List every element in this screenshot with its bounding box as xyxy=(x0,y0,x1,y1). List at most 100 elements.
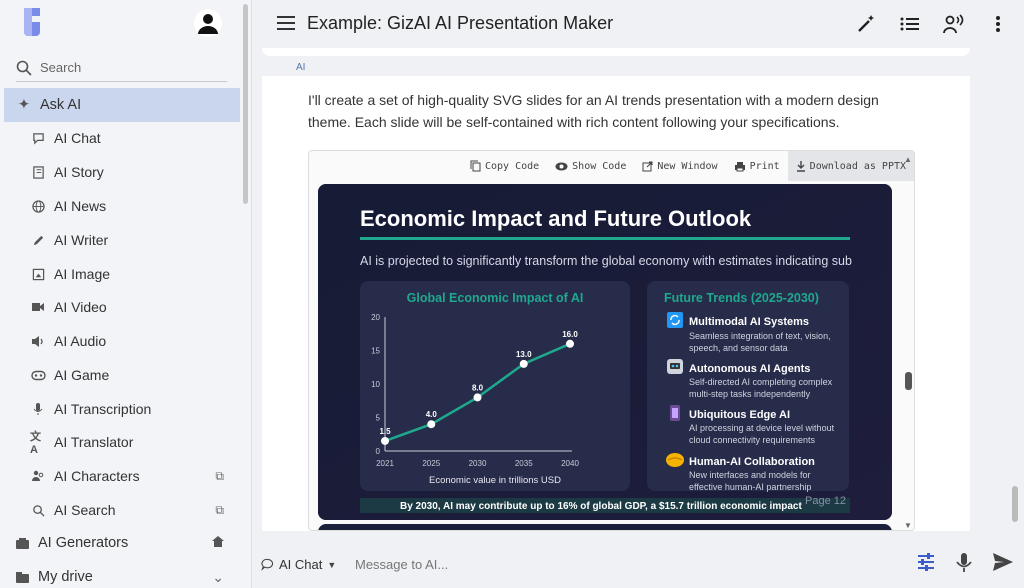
y-tick-label: 20 xyxy=(371,313,380,322)
model-selector-label: AI Chat xyxy=(279,557,323,572)
model-selector[interactable]: AI Chat ▼ xyxy=(261,557,336,572)
y-tick-label: 0 xyxy=(376,447,381,456)
scroll-up-arrow-icon[interactable]: ▲ xyxy=(904,155,912,164)
x-tick-labels: 2021 2025 2030 2035 2040 xyxy=(376,459,579,468)
sidebar-item-ai-transcription[interactable]: AI Transcription xyxy=(0,392,240,426)
voice-chat-icon[interactable] xyxy=(942,12,966,36)
message-input[interactable]: Message to AI... xyxy=(355,557,449,572)
svg-viewer: Copy Code Show Code New Window Print Dow… xyxy=(308,150,915,531)
sidebar-item-ai-game[interactable]: AI Game xyxy=(0,358,240,392)
user-avatar[interactable] xyxy=(194,9,222,37)
data-label: 4.0 xyxy=(426,410,438,419)
more-vert-icon[interactable] xyxy=(986,12,1010,36)
print-button[interactable]: Print xyxy=(726,151,788,181)
microphone-icon[interactable] xyxy=(954,552,974,579)
print-icon xyxy=(734,161,745,171)
magic-wand-icon[interactable] xyxy=(854,12,878,36)
trend-item-agents: Autonomous AI Agents Self-directed AI co… xyxy=(667,359,833,399)
list-icon[interactable] xyxy=(898,12,922,36)
home-icon[interactable] xyxy=(212,536,224,550)
drive-icon xyxy=(14,569,30,585)
trend-desc: Seamless integration of text, vision, xyxy=(689,331,831,341)
trend-title: Human-AI Collaboration xyxy=(689,456,815,468)
sidebar-item-ai-story[interactable]: AI Story xyxy=(0,155,240,189)
y-tick-label: 15 xyxy=(371,347,380,356)
sidebar-item-label: Ask AI xyxy=(40,97,82,113)
data-label: 1.5 xyxy=(379,427,391,436)
gizai-logo[interactable] xyxy=(20,6,44,38)
sidebar-item-my-drive[interactable]: My drive ⌄ xyxy=(0,560,240,588)
chevron-down-icon[interactable]: ⌄ xyxy=(212,568,224,585)
external-link-icon[interactable]: ⧉ xyxy=(215,502,224,517)
trend-desc: effective human-AI partnership xyxy=(689,482,811,492)
copy-icon xyxy=(470,160,481,172)
sidebar-item-label: AI Chat xyxy=(54,130,101,146)
sidebar-item-ai-writer[interactable]: AI Writer xyxy=(0,223,240,257)
sidebar-item-ai-generators[interactable]: AI Generators xyxy=(0,526,240,560)
footer-text: By 2030, AI may contribute up to 16% of … xyxy=(400,501,802,512)
data-point xyxy=(427,420,436,429)
chat-bubble-icon xyxy=(30,130,46,146)
sidebar-scrollbar[interactable] xyxy=(243,4,248,204)
trend-item-edge: Ubiquitous Edge AI AI processing at devi… xyxy=(670,405,835,445)
sidebar-item-label: AI Video xyxy=(54,299,107,315)
data-point xyxy=(566,339,574,348)
sidebar-item-label: AI News xyxy=(54,198,107,214)
download-pptx-button[interactable]: Download as PPTX xyxy=(787,151,914,181)
show-code-button[interactable]: Show Code xyxy=(547,151,634,181)
scroll-down-arrow-icon[interactable]: ▼ xyxy=(904,521,912,530)
chat-input-bar: AI Chat ▼ Message to AI... xyxy=(253,540,1024,588)
trend-desc: multi-step tasks independently xyxy=(689,389,811,399)
sidebar-item-ai-video[interactable]: AI Video xyxy=(0,290,240,324)
generators-icon xyxy=(14,535,30,551)
sidebar-item-label: AI Generators xyxy=(38,535,129,551)
sidebar-item-ai-audio[interactable]: AI Audio xyxy=(0,324,240,358)
sidebar-item-ai-search[interactable]: AI Search ⧉ xyxy=(0,493,240,527)
sidebar-item-ai-image[interactable]: AI Image xyxy=(0,257,240,291)
sidebar-item-ai-news[interactable]: AI News xyxy=(0,189,240,223)
new-window-button[interactable]: New Window xyxy=(634,151,725,181)
top-header: Example: GizAI AI Presentation Maker xyxy=(253,0,1024,48)
main-scrollbar-thumb[interactable] xyxy=(1012,486,1018,522)
sidebar-item-label: AI Characters xyxy=(54,468,140,484)
sidebar-item-ai-chat[interactable]: AI Chat xyxy=(0,121,240,155)
data-label: 8.0 xyxy=(472,383,484,392)
x-tick-label: 2030 xyxy=(469,459,487,468)
sidebar-item-ask-ai[interactable]: ✦ Ask AI xyxy=(4,88,240,122)
trend-title: Multimodal AI Systems xyxy=(689,316,809,328)
copy-code-button[interactable]: Copy Code xyxy=(462,151,547,181)
sidebar-item-ai-translator[interactable]: 文A AI Translator xyxy=(0,425,240,459)
y-tick-labels: 0 5 10 15 20 xyxy=(371,313,380,456)
sidebar-item-ai-characters[interactable]: AI Characters ⧉ xyxy=(0,459,240,493)
sidebar-item-label: AI Translator xyxy=(54,434,134,450)
sidebar-search[interactable]: Search xyxy=(16,54,227,82)
sidebar-item-label: AI Writer xyxy=(54,232,109,248)
x-tick-label: 2021 xyxy=(376,459,394,468)
download-pptx-label: Download as PPTX xyxy=(809,160,906,172)
open-new-icon xyxy=(642,161,653,171)
trend-item-multimodal: Multimodal AI Systems Seamless integrati… xyxy=(667,312,831,353)
sidebar-item-label: AI Transcription xyxy=(54,401,152,417)
footer-banner xyxy=(360,498,850,513)
viewer-scrollbar-thumb[interactable] xyxy=(905,372,912,390)
data-point xyxy=(473,393,482,402)
speaker-icon xyxy=(30,333,46,349)
trend-title: Autonomous AI Agents xyxy=(689,363,810,375)
next-slide-preview xyxy=(318,524,892,530)
story-book-icon xyxy=(30,164,46,180)
pen-icon xyxy=(30,232,46,248)
user-icon xyxy=(198,14,218,34)
slide-svg: Economic Impact and Future Outlook AI is… xyxy=(318,184,892,520)
x-tick-label: 2035 xyxy=(515,459,533,468)
slide-subtitle: AI is projected to significantly transfo… xyxy=(360,254,852,268)
menu-icon[interactable] xyxy=(277,16,295,30)
eye-icon xyxy=(555,162,568,170)
external-link-icon[interactable]: ⧉ xyxy=(215,468,224,483)
x-tick-label: 2025 xyxy=(422,459,440,468)
sidebar-item-label: AI Image xyxy=(54,266,111,282)
send-icon[interactable] xyxy=(992,552,1014,579)
previous-message-card xyxy=(262,48,970,56)
data-label: 13.0 xyxy=(516,350,532,359)
x-axis-label: Economic value in trillions USD xyxy=(429,475,561,486)
tune-settings-icon[interactable] xyxy=(916,552,936,579)
